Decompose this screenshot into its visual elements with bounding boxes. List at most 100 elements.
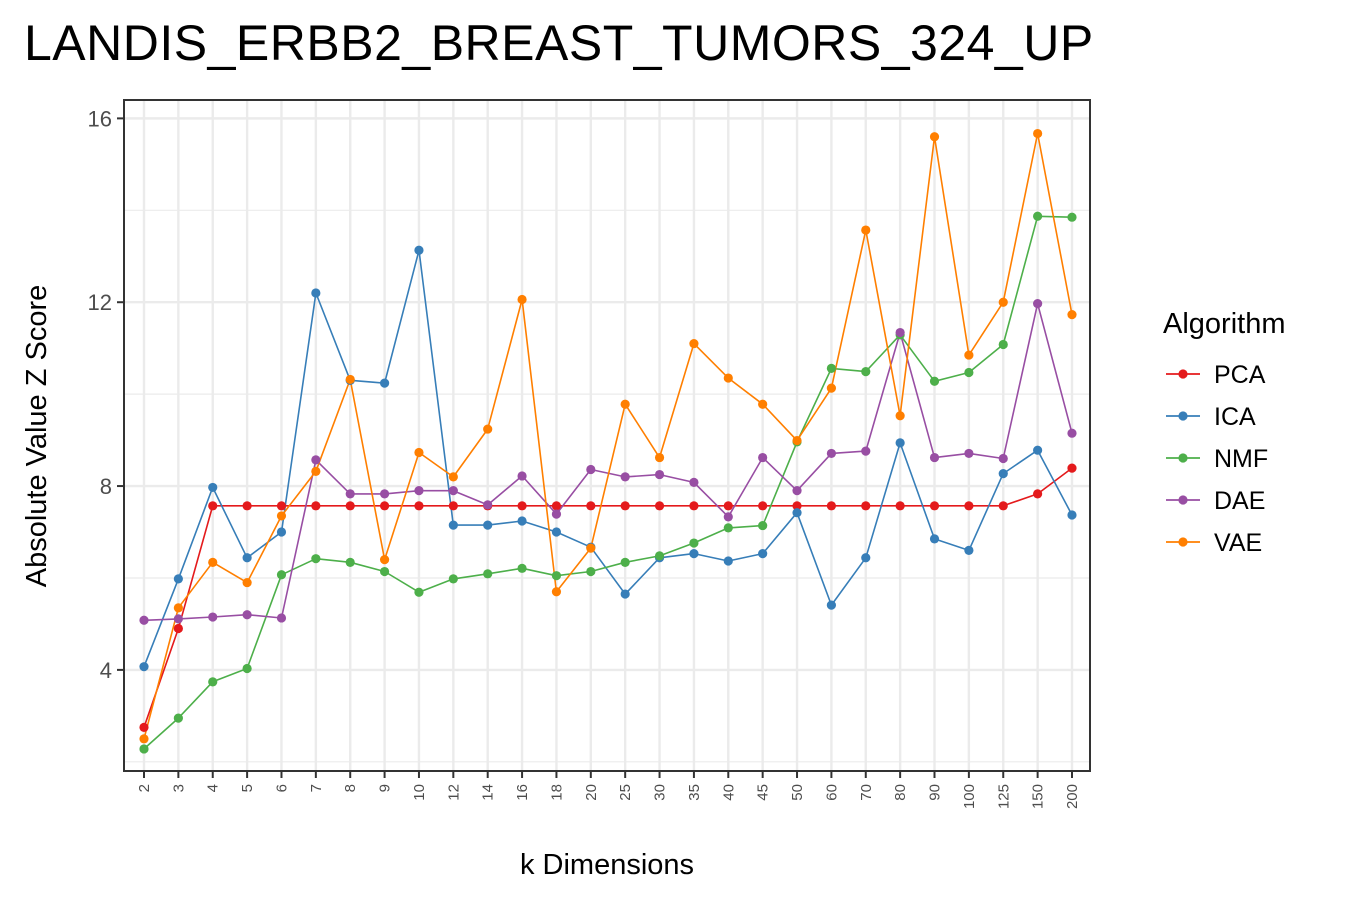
x-tick-label: 18 [548, 784, 565, 801]
data-point-vae [414, 447, 424, 458]
data-point-pca [276, 501, 287, 511]
data-point-pca [139, 722, 149, 732]
data-point-vae [379, 554, 390, 565]
data-point-pca [379, 501, 390, 511]
data-point-nmf [139, 744, 149, 754]
data-point-dae [1067, 428, 1077, 438]
data-point-dae [448, 486, 458, 496]
x-tick-label: 200 [1064, 784, 1081, 809]
data-point-pca [998, 501, 1008, 511]
data-point-nmf [276, 570, 287, 580]
data-point-vae [654, 452, 665, 463]
data-point-ica [929, 534, 940, 544]
data-point-ica [448, 520, 458, 530]
data-point-pca [311, 501, 321, 511]
data-point-dae [551, 509, 562, 519]
data-point-vae [758, 399, 768, 409]
x-tick-label: 45 [755, 784, 772, 801]
data-point-dae [689, 477, 699, 487]
data-point-ica [551, 527, 562, 537]
data-point-ica [208, 482, 218, 493]
legend-label-ica: ICA [1214, 403, 1256, 431]
data-point-ica [1033, 445, 1043, 455]
data-point-nmf [620, 557, 630, 567]
x-tick-label: 8 [342, 784, 359, 792]
series-line-pca [143, 467, 1073, 728]
x-tick-label: 3 [170, 784, 187, 792]
y-tick-label: 4 [100, 658, 112, 683]
data-point-dae [517, 471, 527, 481]
data-point-ica [379, 378, 390, 388]
x-tick-label: 50 [789, 784, 806, 801]
data-point-dae [861, 446, 871, 456]
data-point-nmf [826, 363, 837, 373]
data-point-dae [483, 500, 493, 510]
data-point-ica [173, 574, 183, 584]
data-point-pca [689, 501, 699, 511]
data-point-vae [345, 374, 355, 385]
data-point-ica [826, 600, 837, 610]
data-point-pca [654, 501, 665, 511]
x-tick-label: 60 [823, 784, 840, 801]
data-point-dae [964, 448, 974, 459]
data-point-dae [345, 489, 355, 499]
data-point-nmf [758, 520, 768, 531]
data-point-vae [448, 472, 458, 482]
legend-title: Algorithm [1163, 308, 1286, 340]
y-axis: 4 8 12 16 [88, 106, 124, 683]
data-point-nmf [551, 571, 562, 581]
x-axis: 2 3 4 5 6 7 8 9 10 12 14 16 18 20 25 30 35 40 45 50 60 70 80 90… [136, 771, 1081, 809]
x-tick-label: 35 [686, 784, 703, 801]
legend-label-pca: PCA [1214, 361, 1266, 389]
x-tick-label: 30 [652, 784, 669, 801]
plot-panel-border [123, 99, 1091, 772]
data-point-vae [586, 543, 596, 553]
grid-lines [124, 100, 1090, 771]
data-point-pca [448, 501, 458, 511]
x-tick-label: 100 [961, 784, 978, 809]
x-tick-label: 2 [136, 784, 153, 792]
legend-key-point-vae [1178, 537, 1188, 547]
data-point-dae [1033, 298, 1043, 309]
data-point-ica [483, 520, 493, 530]
data-point-pca [173, 623, 183, 634]
data-point-ica [242, 553, 252, 563]
data-point-dae [792, 486, 802, 496]
data-point-vae [517, 294, 527, 305]
data-point-pca [208, 501, 218, 511]
y-axis-title: Absolute Value Z Score [21, 285, 53, 588]
data-point-nmf [1033, 211, 1043, 221]
data-point-pca [1067, 463, 1077, 473]
data-point-vae [1067, 310, 1077, 320]
x-tick-label: 16 [514, 784, 531, 801]
data-point-vae [620, 399, 630, 409]
data-point-pca [345, 501, 355, 511]
data-point-pca [551, 501, 562, 511]
data-point-dae [826, 448, 837, 459]
data-point-dae [311, 455, 321, 465]
data-point-dae [139, 615, 149, 625]
data-point-ica [517, 516, 527, 526]
data-point-dae [242, 610, 252, 620]
data-point-vae [895, 411, 905, 421]
data-point-nmf [964, 367, 974, 378]
data-point-dae [654, 469, 665, 480]
data-point-pca [242, 501, 252, 511]
chart-title: LANDIS_ERBB2_BREAST_TUMORS_324_UP [24, 15, 1094, 71]
legend: Algorithm PCA ICA NMF DAE VAE [1163, 308, 1286, 557]
data-point-dae [998, 453, 1008, 464]
data-point-vae [551, 587, 562, 597]
data-point-nmf [586, 566, 596, 577]
legend-key-point-ica [1178, 411, 1188, 421]
data-point-nmf [723, 523, 733, 533]
data-point-nmf [1067, 212, 1077, 222]
data-point-nmf [654, 551, 665, 561]
data-point-dae [929, 452, 940, 463]
data-point-vae [964, 350, 974, 360]
data-point-pca [826, 501, 837, 511]
data-point-nmf [242, 663, 252, 674]
data-point-dae [620, 472, 630, 482]
y-tick-label: 16 [88, 106, 112, 131]
data-point-nmf [173, 713, 183, 723]
data-point-ica [276, 527, 287, 537]
